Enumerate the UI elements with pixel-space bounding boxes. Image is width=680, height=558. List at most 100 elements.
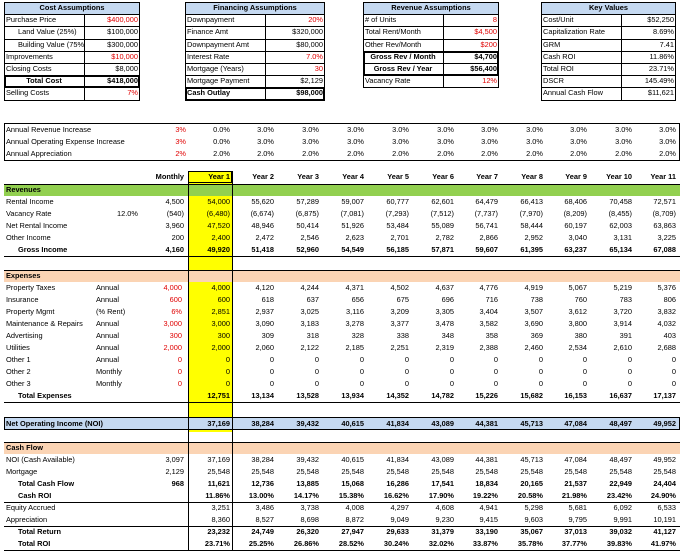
rate-input[interactable]: 3% [175,137,186,146]
total-cash-flow-value[interactable]: 17,541 [431,479,454,488]
expense-input[interactable]: 4,000 [163,283,183,292]
noi-value[interactable]: 47,084 [564,419,587,428]
revenue-value[interactable]: 63,863 [653,221,676,230]
rate-value[interactable]: 3.0% [437,137,454,146]
revenue-value[interactable]: 62,601 [431,197,454,206]
gross-income-value[interactable]: 52,960 [296,245,319,254]
cash-roi-value[interactable]: 24.90% [650,491,676,500]
revenue-value[interactable]: (8,209) [563,209,587,218]
expense-value[interactable]: 0 [671,355,676,364]
revenue-value[interactable]: 64,479 [475,197,498,206]
total-return-value[interactable]: 29,633 [386,527,409,536]
expense-input[interactable]: 0 [177,379,182,388]
equity-value[interactable]: 3,486 [255,503,275,512]
expense-value[interactable]: 3,116 [346,307,364,316]
revenue-value[interactable]: (7,737) [474,209,498,218]
expense-value[interactable]: 600 [217,295,230,304]
revenue-value[interactable]: 3,040 [568,233,588,242]
expense-value[interactable]: 0 [627,367,632,376]
noi-value[interactable]: 45,713 [520,419,543,428]
expense-value[interactable]: 738 [530,295,543,304]
revenue-value[interactable]: 48,946 [251,221,274,230]
expense-value[interactable]: 0 [225,355,230,364]
revenue-value[interactable]: (7,081) [340,209,364,218]
expense-value[interactable]: 0 [314,355,319,364]
key-value[interactable]: $11,621 [647,88,674,98]
revenue-value[interactable]: 2,623 [345,233,365,242]
cashflow-value[interactable]: 2,129 [165,467,185,476]
expense-value[interactable]: 0 [359,355,364,364]
expense-value[interactable]: 2,319 [435,343,455,352]
financing-value[interactable]: $2,129 [300,76,323,86]
gross-income-value[interactable]: 67,088 [653,245,676,254]
revenue-value[interactable]: 66,413 [520,197,543,206]
revenue-value[interactable]: 53,484 [386,221,409,230]
expense-value[interactable]: 0 [449,367,454,376]
cashflow-value[interactable]: 41,834 [386,455,409,464]
rate-value[interactable]: 3.0% [659,137,676,146]
expense-value[interactable]: 806 [663,295,676,304]
expense-value[interactable]: 338 [396,331,409,340]
revenue-value[interactable]: 59,007 [341,197,364,206]
appreciation-value[interactable]: 9,795 [568,515,588,524]
cashflow-value[interactable]: 43,089 [431,455,454,464]
financing-value[interactable]: $320,000 [292,27,323,37]
revenue-value[interactable]: 55,620 [251,197,274,206]
total-roi-value[interactable]: 39.83% [606,539,632,548]
expense-value[interactable]: 0 [538,355,543,364]
expense-input[interactable]: 3,000 [163,319,183,328]
revenue-value[interactable]: 8 [492,15,497,25]
noi-value[interactable]: 37,169 [207,419,230,428]
expense-value[interactable]: 5,376 [657,283,677,292]
rate-value[interactable]: 3.0% [392,125,409,134]
rate-value[interactable]: 3.0% [526,125,543,134]
total-cash-flow-value[interactable]: 15,068 [341,479,364,488]
revenue-value[interactable]: 4,500 [165,197,185,206]
expense-value[interactable]: 0 [404,367,409,376]
equity-value[interactable]: 5,681 [568,503,588,512]
rate-value[interactable]: 2.0% [347,149,364,158]
revenue-value[interactable]: 60,777 [386,197,409,206]
expense-value[interactable]: 0 [404,379,409,388]
equity-value[interactable]: 3,251 [211,503,231,512]
cashflow-value[interactable]: 25,548 [609,467,632,476]
revenue-value[interactable]: 3,225 [657,233,677,242]
key-value[interactable]: $52,250 [647,15,674,25]
revenue-value[interactable]: 2,866 [479,233,499,242]
expense-value[interactable]: 3,582 [479,319,499,328]
expense-value[interactable]: 0 [269,379,274,388]
total-return-value[interactable]: 31,379 [431,527,454,536]
expense-value[interactable]: 2,060 [255,343,275,352]
total-cash-flow-value[interactable]: 16,286 [386,479,409,488]
total-cash-flow-value[interactable]: 13,885 [296,479,319,488]
equity-value[interactable]: 4,608 [435,503,455,512]
rate-value[interactable]: 2.0% [302,149,319,158]
expense-value[interactable]: 300 [217,331,230,340]
total-expenses-value[interactable]: 12,751 [207,391,230,400]
financing-value[interactable]: $80,000 [296,39,323,49]
total-roi-value[interactable]: 30.24% [383,539,409,548]
total-cash-flow-value[interactable]: 11,621 [207,479,230,488]
expense-value[interactable]: 0 [582,355,587,364]
expense-value[interactable]: 4,637 [435,283,455,292]
total-roi-value[interactable]: 32.02% [428,539,454,548]
revenue-value[interactable]: 2,701 [390,233,410,242]
expense-value[interactable]: 760 [574,295,587,304]
expense-value[interactable]: 3,478 [435,319,455,328]
expense-value[interactable]: 348 [441,331,454,340]
appreciation-value[interactable]: 8,872 [345,515,365,524]
noi-value[interactable]: 38,284 [251,419,274,428]
total-return-value[interactable]: 23,232 [207,527,230,536]
total-expenses-value[interactable]: 13,134 [251,391,274,400]
cashflow-value[interactable]: 44,381 [475,455,498,464]
cashflow-value[interactable]: 45,713 [520,455,543,464]
noi-value[interactable]: 49,952 [653,419,676,428]
cost-value[interactable]: $100,000 [107,27,138,37]
revenue-value[interactable]: 57,289 [296,197,319,206]
revenue-value[interactable]: $4,700 [474,51,497,61]
revenue-value[interactable]: 50,414 [296,221,319,230]
appreciation-value[interactable]: 9,603 [524,515,544,524]
revenue-value[interactable]: 2,400 [211,233,231,242]
appreciation-value[interactable]: 9,230 [435,515,455,524]
revenue-value[interactable]: (8,709) [652,209,676,218]
